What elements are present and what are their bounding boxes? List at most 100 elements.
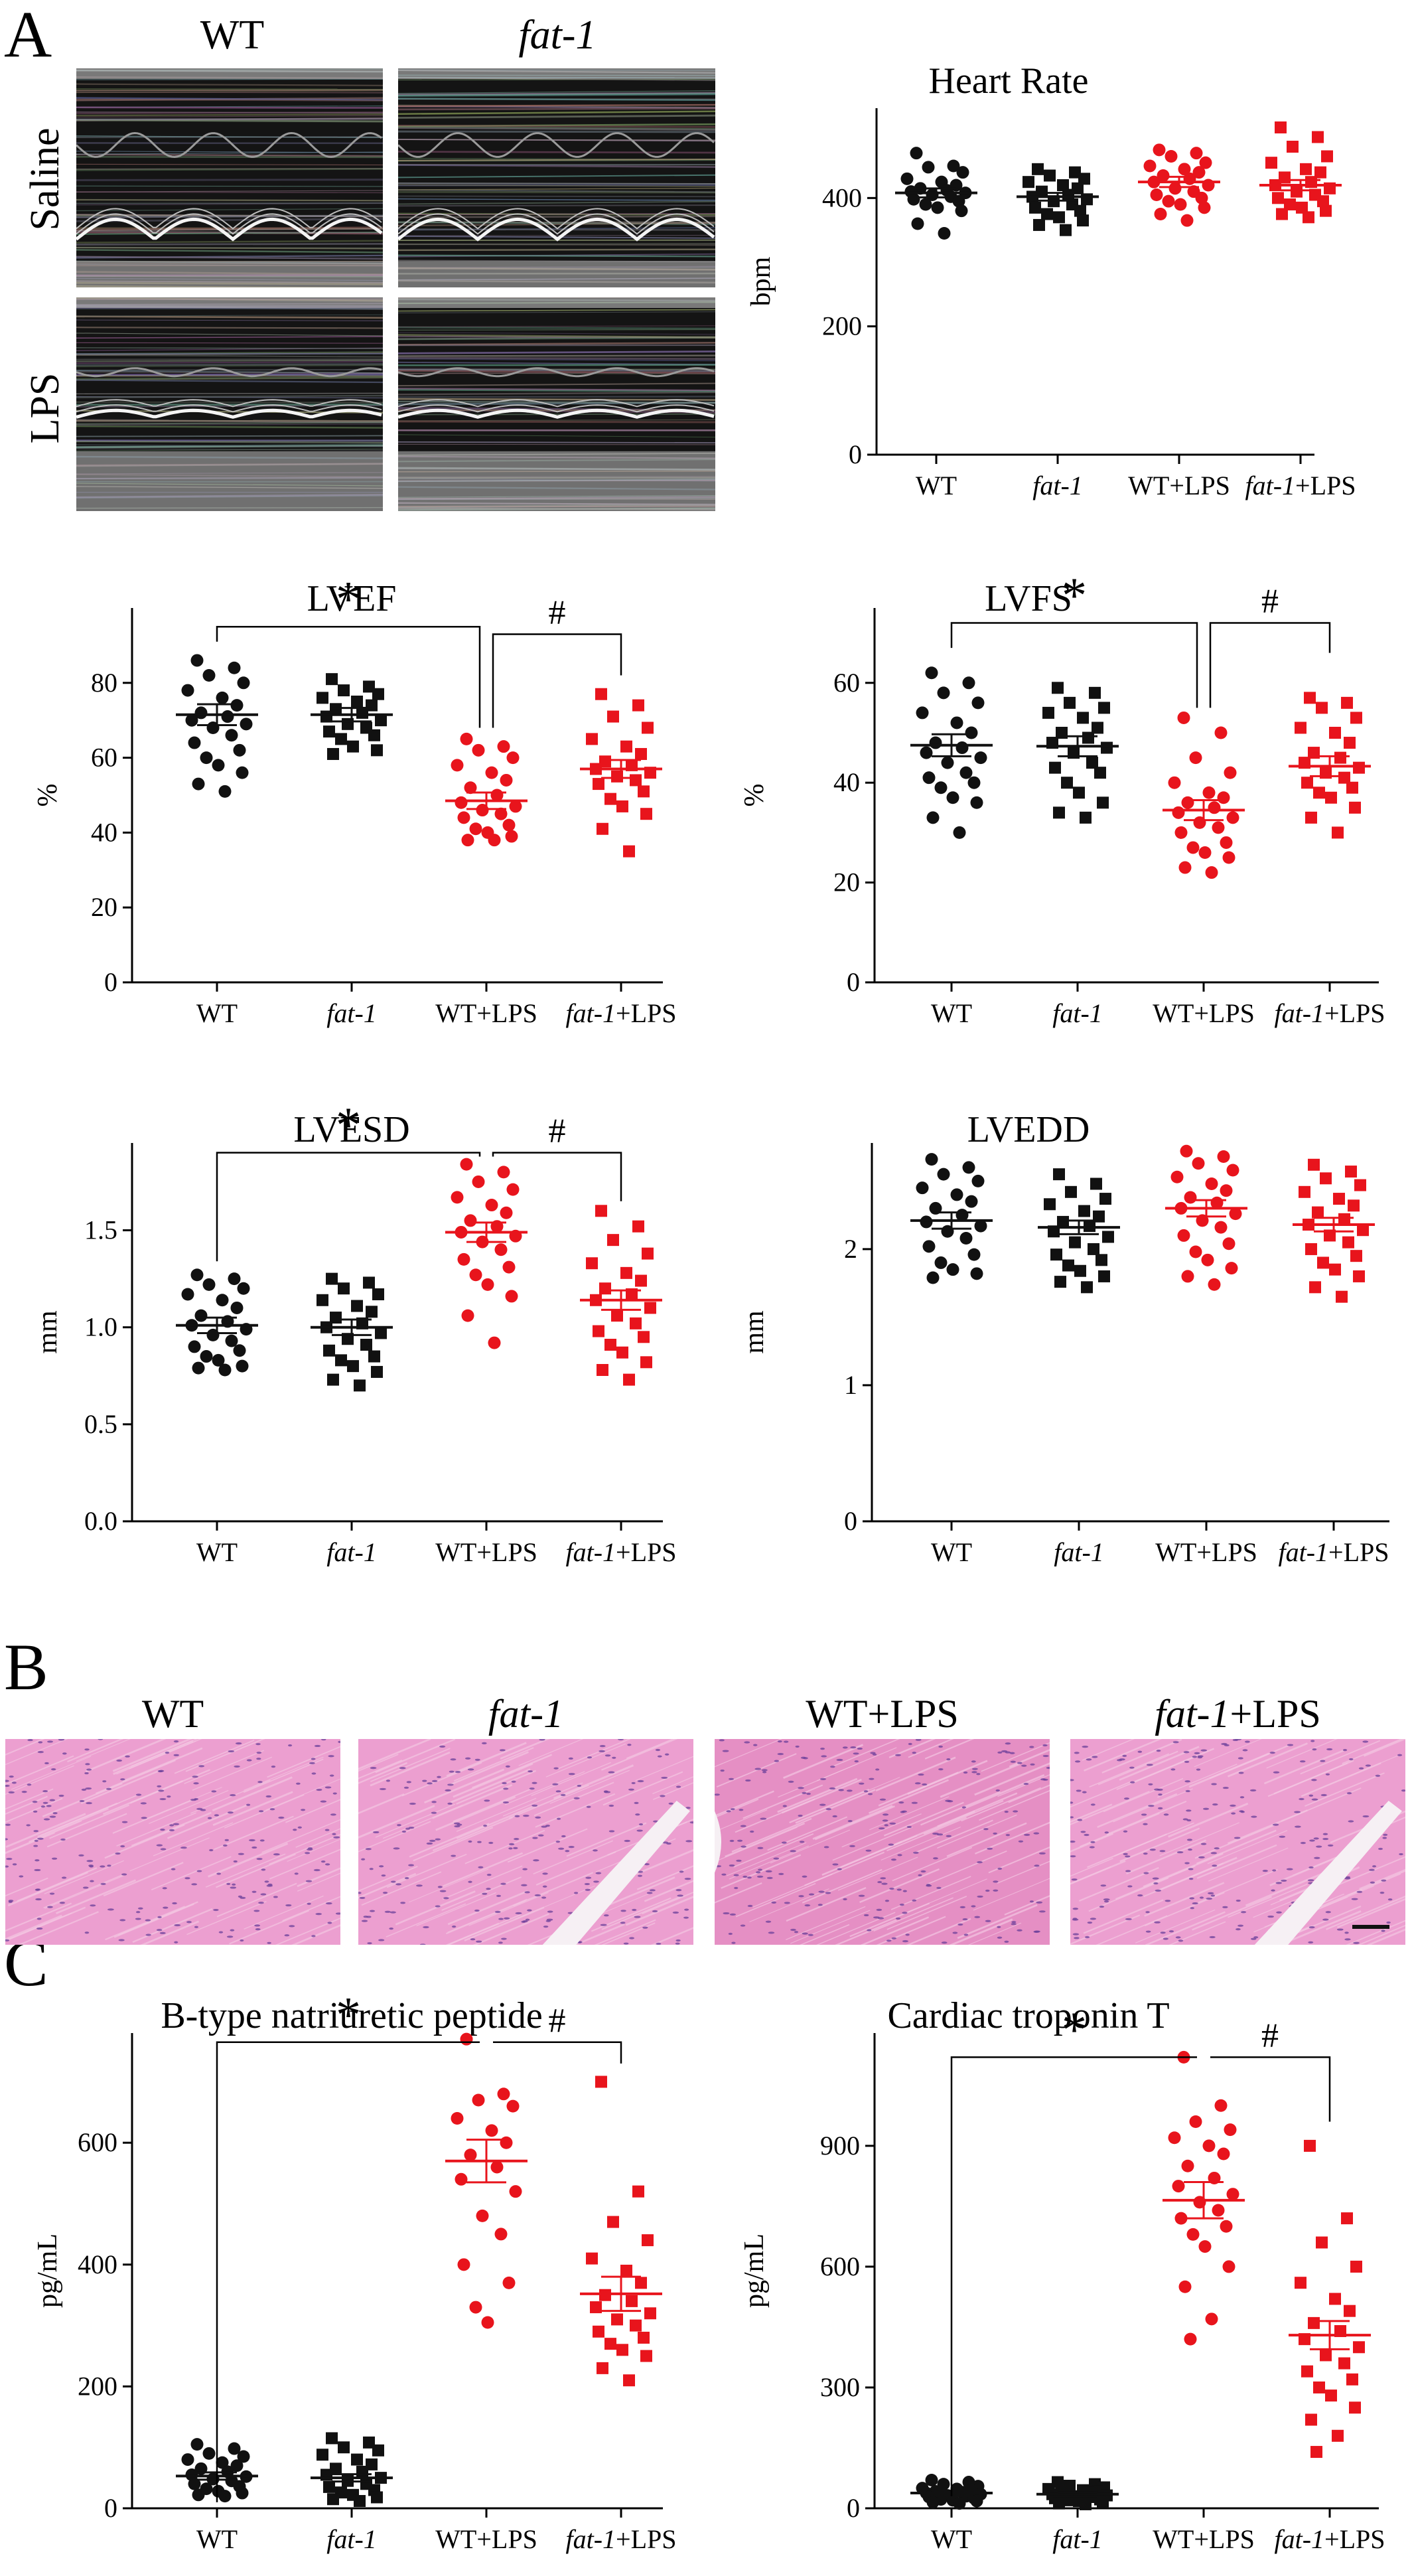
- data-point: [1174, 2212, 1188, 2225]
- data-point: [593, 2325, 604, 2338]
- data-point: [640, 2350, 652, 2362]
- data-point: [623, 2374, 635, 2387]
- data-point: [1350, 2260, 1362, 2273]
- data-point: [216, 691, 229, 704]
- data-point: [1049, 761, 1061, 774]
- y-tick-label: 400: [78, 2249, 117, 2279]
- chart-title: LVFS: [985, 578, 1072, 619]
- data-point: [228, 661, 241, 674]
- data-point: [586, 733, 598, 745]
- y-tick-label: 200: [78, 2371, 117, 2401]
- data-point: [1084, 1220, 1095, 1233]
- data-point: [1334, 751, 1346, 764]
- y-tick-label: 1.0: [84, 1312, 117, 1342]
- data-point: [1098, 702, 1110, 714]
- data-point: [1186, 841, 1200, 854]
- data-point: [1069, 166, 1081, 179]
- data-point: [626, 2295, 638, 2307]
- data-point: [630, 774, 642, 787]
- data-point: [1078, 173, 1090, 185]
- data-point: [490, 2160, 504, 2174]
- data-point: [638, 1331, 650, 1343]
- y-tick-label: 1.5: [84, 1215, 117, 1245]
- data-point: [1081, 193, 1093, 206]
- data-point: [620, 740, 632, 753]
- data-point: [916, 1181, 929, 1195]
- data-point: [1029, 201, 1041, 214]
- data-point: [946, 1263, 959, 1276]
- significance-marker: *: [1062, 568, 1087, 624]
- data-point: [1192, 166, 1206, 179]
- data-point: [1217, 1150, 1230, 1164]
- data-point: [1220, 836, 1233, 849]
- data-point: [971, 1174, 985, 1187]
- histology-image-wt: [5, 1739, 340, 1945]
- histology-image-wt-lps: [715, 1739, 1050, 1945]
- x-tick-label: fat-1: [326, 998, 377, 1028]
- data-point: [635, 2277, 647, 2289]
- y-tick-label: 400: [822, 183, 862, 212]
- data-point: [228, 2442, 241, 2455]
- data-point: [1295, 721, 1306, 734]
- data-point: [931, 201, 944, 214]
- panel-letter-a: A: [4, 0, 52, 71]
- data-point: [375, 1327, 387, 1339]
- data-point: [1057, 1215, 1069, 1228]
- data-point: [938, 227, 951, 240]
- x-tick-label: WT+LPS: [435, 1537, 537, 1566]
- data-point: [351, 2453, 363, 2466]
- data-point: [632, 699, 644, 712]
- data-point: [1053, 1168, 1065, 1181]
- y-axis-label: bpm: [746, 256, 776, 306]
- data-point: [1097, 796, 1109, 809]
- data-point: [1325, 2389, 1337, 2402]
- data-point: [1097, 2496, 1109, 2508]
- data-point: [620, 1266, 632, 1279]
- data-point: [1336, 1290, 1348, 1303]
- data-point: [970, 796, 983, 809]
- chart-title: LVEF: [307, 578, 397, 619]
- data-point: [632, 1220, 644, 1233]
- data-point: [1177, 711, 1190, 724]
- data-point: [1170, 1170, 1184, 1183]
- data-point: [240, 718, 253, 731]
- data-point: [1199, 156, 1212, 169]
- data-point: [946, 791, 959, 804]
- data-point: [965, 1195, 978, 1208]
- data-point: [1224, 766, 1237, 779]
- data-point: [485, 2124, 498, 2137]
- x-tick-label: WT: [196, 2524, 238, 2554]
- data-point: [1094, 767, 1106, 779]
- x-tick-label: fat-1: [1032, 471, 1083, 500]
- data-point: [1181, 1270, 1194, 1283]
- data-point: [1153, 143, 1166, 157]
- histology-image-fat1: [358, 1739, 693, 1945]
- data-point: [181, 2453, 194, 2466]
- data-point: [1316, 702, 1328, 714]
- data-point: [451, 1191, 464, 1204]
- data-point: [347, 1360, 359, 1373]
- chart-heart-rate: Heart Rate bpm 0 200 400 WT fat-1 WT+LPS fat-1+L…: [746, 60, 1356, 500]
- data-point: [1313, 787, 1325, 799]
- data-point: [1338, 771, 1350, 784]
- significance-bracket: [216, 2041, 480, 2502]
- data-point: [494, 2228, 508, 2241]
- data-point: [1226, 2188, 1239, 2201]
- data-point: [461, 1309, 474, 1322]
- data-point: [509, 2185, 522, 2198]
- x-tick-label: fat-1+LPS: [565, 998, 676, 1028]
- data-point: [597, 822, 608, 835]
- data-point: [1077, 214, 1089, 227]
- chart-title: LVESD: [293, 1109, 409, 1150]
- significance-marker: #: [1261, 583, 1279, 621]
- data-point: [1044, 1198, 1056, 1211]
- data-point: [1177, 1229, 1190, 1242]
- data-point: [623, 1373, 635, 1386]
- chart-lvfs: LVFS% 0 20 40 60 WT fat-1 WT+LPS fat-1+LPS * #: [739, 568, 1385, 1028]
- data-point: [635, 1274, 647, 1287]
- data-point: [920, 746, 933, 759]
- data-point: [363, 1276, 375, 1289]
- data-point: [326, 2432, 338, 2445]
- data-point: [472, 1175, 485, 1188]
- x-tick-label: WT: [196, 998, 238, 1028]
